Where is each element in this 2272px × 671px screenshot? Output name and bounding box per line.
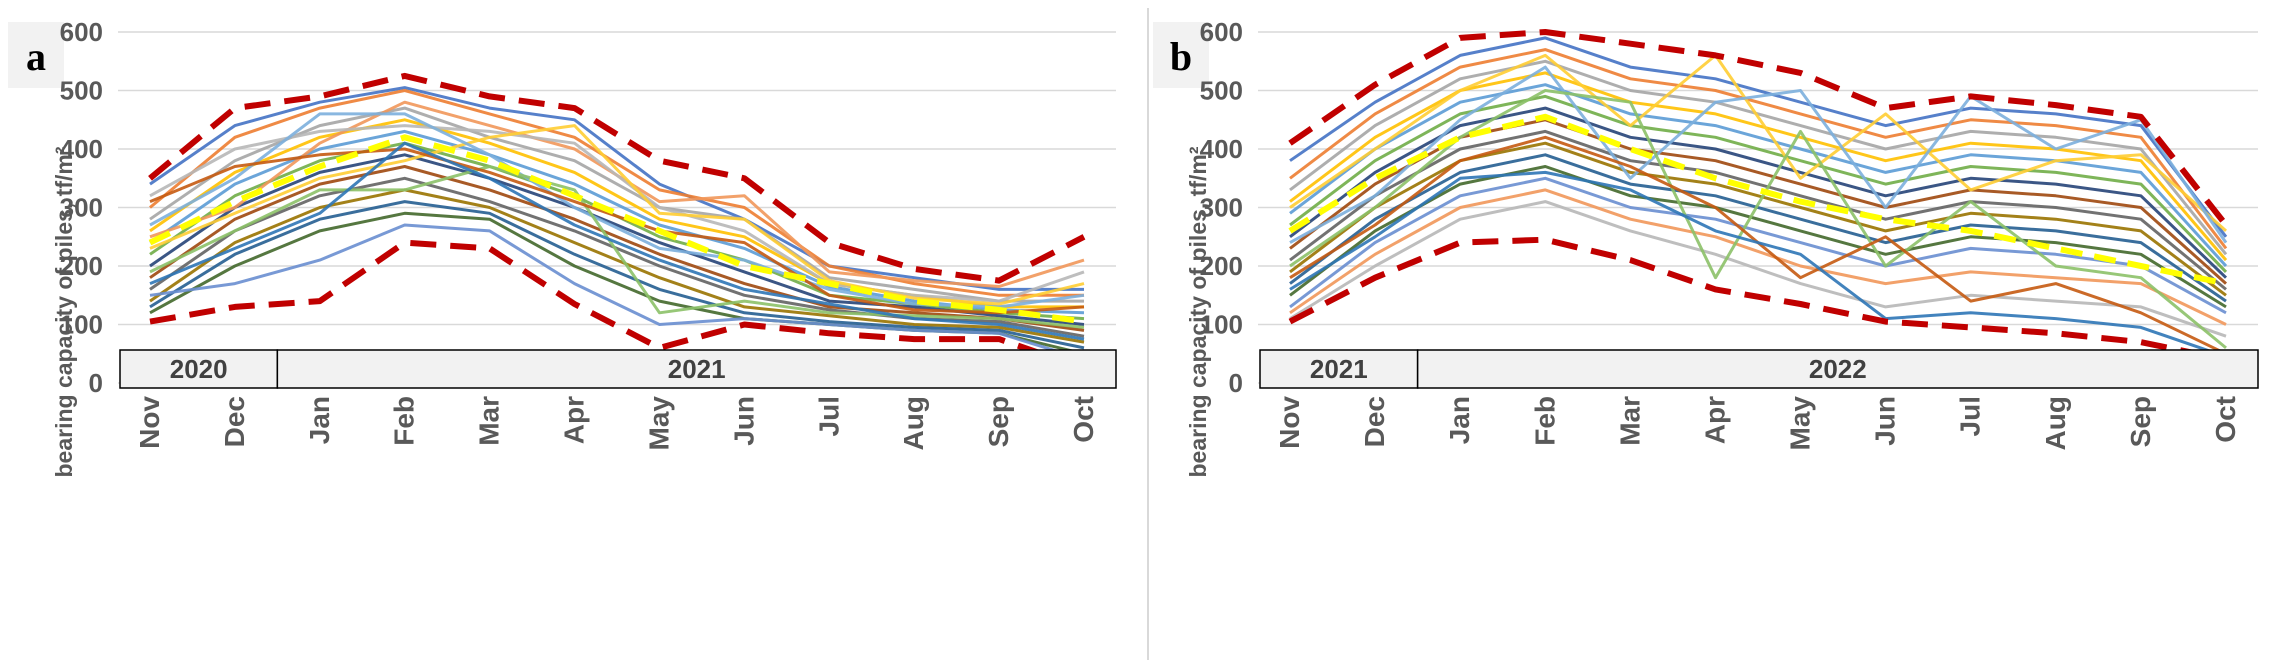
y-tick-label: 400	[1200, 134, 1243, 164]
x-tick-label: Aug	[898, 396, 929, 450]
mean-line	[148, 134, 1085, 325]
series-line	[1289, 36, 2228, 238]
chart-panel-a: a bearing capacity of piles, tf/m² 0 100 2…	[8, 17, 1117, 478]
x-tick-label: Mar	[474, 396, 505, 446]
panel-label-box	[8, 22, 64, 88]
x-tick-label: Nov	[134, 396, 165, 449]
series-line	[1289, 94, 2228, 273]
series-line	[149, 124, 1085, 303]
series-line	[1289, 89, 2227, 350]
series-line	[149, 165, 1085, 329]
y-tick-label: 300	[60, 193, 103, 223]
x-tick-label: Jan	[304, 396, 335, 444]
pile-series	[149, 86, 1085, 362]
x-tick-label: Dec	[1359, 396, 1390, 447]
x-tick-labels: Nov Dec Jan Feb Mar Apr May Jun Jul Aug Sep Oct	[1274, 396, 2241, 451]
x-tick-label: Nov	[1274, 396, 1305, 449]
y-tick-labels: 0 100 200 300 400 500 600	[1200, 17, 1243, 398]
y-tick-label: 200	[60, 251, 103, 281]
pile-series	[1289, 36, 2228, 359]
series-line	[1289, 170, 2227, 359]
year-label: 2021	[1310, 354, 1368, 384]
year-label: 2020	[170, 354, 228, 384]
x-tick-labels: Nov Dec Jan Feb Mar Apr May Jun Jul Aug Sep Oct	[134, 396, 1099, 451]
series-line	[149, 106, 1084, 303]
x-tick-label: Mar	[1614, 396, 1645, 446]
series-line	[1289, 176, 2227, 315]
series-line	[149, 147, 1085, 315]
series-line	[1289, 59, 2228, 256]
x-tick-label: Dec	[219, 396, 250, 447]
x-tick-label: Jul	[1955, 396, 1986, 436]
series-line	[149, 141, 1085, 341]
series-line	[1289, 200, 2227, 338]
x-tick-label: Apr	[559, 396, 590, 444]
series-line	[149, 200, 1085, 350]
upper-envelope-line	[148, 72, 1086, 284]
x-tick-label: Apr	[1699, 396, 1730, 444]
series-line	[1289, 71, 2228, 262]
panel-label: a	[26, 34, 46, 79]
year-boxes: 2020 2021	[119, 349, 1117, 389]
series-line	[149, 153, 1085, 326]
y-tick-label: 500	[1200, 76, 1243, 106]
series-line	[1289, 65, 2228, 244]
series-line	[1289, 48, 2228, 250]
year-boxes: 2021 2022	[1259, 349, 2259, 389]
series-line	[1289, 165, 2227, 309]
x-tick-label: Jul	[813, 396, 844, 436]
y-tick-label: 100	[60, 310, 103, 340]
x-tick-label: May	[643, 396, 674, 451]
y-axis-title: bearing capacity of piles, tf/m²	[51, 146, 77, 477]
x-tick-label: Feb	[1529, 396, 1560, 446]
series-line	[1289, 188, 2227, 326]
x-tick-label: Sep	[2125, 396, 2156, 447]
series-line	[149, 188, 1085, 344]
series-line	[149, 124, 1085, 306]
y-tick-label: 0	[89, 368, 103, 398]
x-tick-label: Aug	[2040, 396, 2071, 450]
x-tick-label: Sep	[983, 396, 1014, 447]
x-tick-label: Feb	[389, 396, 420, 446]
y-tick-label: 600	[60, 17, 103, 47]
year-label: 2021	[668, 354, 726, 384]
y-tick-label: 300	[1200, 193, 1243, 223]
panel-label-box	[1153, 22, 1209, 88]
series-line	[149, 165, 1085, 332]
chart-panel-b: b bearing capacity of piles, tf/m² 0 100 2…	[1153, 17, 2259, 478]
y-tick-label: 400	[60, 134, 103, 164]
series-line	[1289, 129, 2227, 291]
x-tick-label: Jun	[728, 396, 759, 446]
series-line	[1289, 83, 2228, 268]
lower-envelope-line	[1288, 236, 2227, 363]
series-line	[1289, 141, 2227, 297]
series-line	[149, 89, 1084, 297]
y-axis-title: bearing capacity of piles, tf/m²	[1185, 146, 1211, 477]
envelopes	[1288, 29, 2229, 363]
y-tick-label: 0	[1229, 368, 1243, 398]
y-tick-label: 500	[60, 76, 103, 106]
y-tick-label: 600	[1200, 17, 1243, 47]
y-tick-label: 200	[1200, 251, 1243, 281]
panel-label: b	[1170, 34, 1192, 79]
envelopes	[148, 72, 1086, 372]
x-tick-label: Oct	[1068, 396, 1099, 443]
x-tick-label: Oct	[2210, 396, 2241, 443]
x-tick-label: May	[1785, 396, 1816, 451]
upper-envelope-line	[1288, 29, 2229, 227]
year-box	[276, 349, 1117, 389]
year-label: 2022	[1809, 354, 1867, 384]
x-tick-label: Jan	[1444, 396, 1475, 444]
year-box	[1416, 349, 2259, 389]
series-line	[149, 223, 1085, 362]
x-tick-label: Jun	[1870, 396, 1901, 446]
y-tick-label: 100	[1200, 310, 1243, 340]
mean-line	[1288, 113, 2227, 287]
y-tick-labels: 0 100 200 300 400 500 600	[60, 17, 103, 398]
series-line	[149, 86, 1084, 291]
series-line	[1289, 53, 2227, 233]
